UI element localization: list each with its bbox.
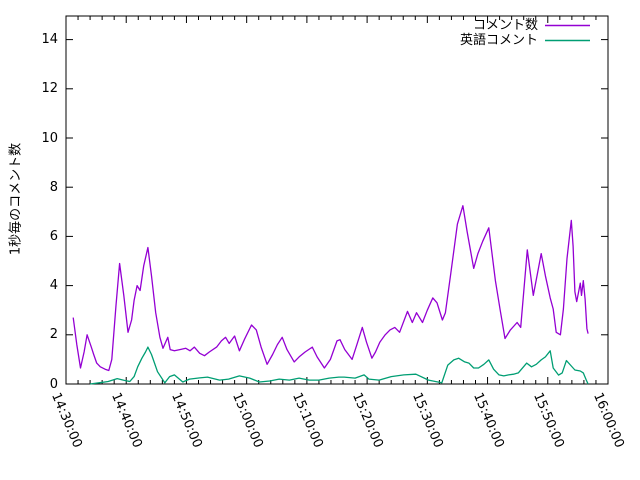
plot-border bbox=[65, 15, 609, 385]
y-tick-label: 0 bbox=[49, 376, 58, 392]
legend-label-english-comments: 英語コメント bbox=[459, 33, 538, 48]
y-tick-label: 10 bbox=[41, 130, 58, 146]
legend-label-comment-count: コメント数 bbox=[472, 18, 538, 33]
comments-series-line bbox=[72, 205, 589, 372]
y-tick-label: 4 bbox=[49, 278, 58, 294]
y-tick-label: 8 bbox=[49, 179, 58, 195]
english-series-line bbox=[90, 346, 589, 385]
y-tick-label: 2 bbox=[49, 327, 58, 343]
y-tick-label: 14 bbox=[41, 32, 58, 48]
y-tick-label: 6 bbox=[49, 228, 58, 244]
y-tick-label: 12 bbox=[41, 81, 58, 97]
y-axis-title: 1秒毎のコメント数 bbox=[8, 142, 24, 256]
